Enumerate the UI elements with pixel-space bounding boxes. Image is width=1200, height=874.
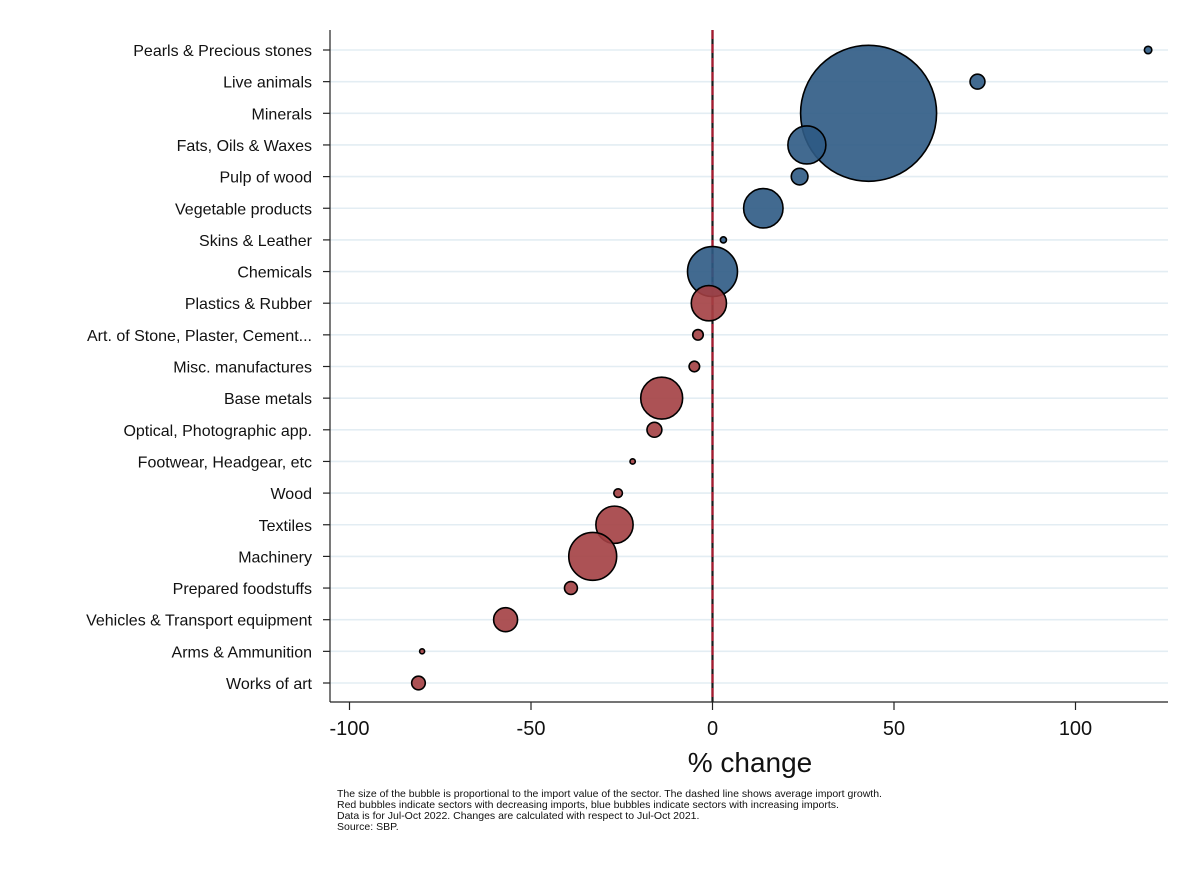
bubble-increasing: [790, 167, 809, 186]
category-label: Fats, Oils & Waxes: [177, 138, 312, 155]
category-label: Arms & Ammunition: [172, 644, 312, 661]
category-label: Minerals: [252, 106, 312, 123]
category-label: Misc. manufactures: [173, 360, 312, 377]
note-line-2: Red bubbles indicate sectors with decrea…: [337, 799, 839, 811]
gridlines: [330, 49, 1168, 684]
category-label: Footwear, Headgear, etc: [138, 454, 312, 471]
bubbles: [410, 44, 1153, 691]
x-axis-title: % change: [688, 747, 813, 778]
category-label: Art. of Stone, Plaster, Cement...: [87, 328, 312, 345]
bubble-decreasing: [629, 458, 637, 465]
bubble-increasing: [742, 187, 784, 229]
category-label: Plastics & Rubber: [185, 296, 313, 313]
bubble-decreasing: [613, 487, 624, 499]
category-label: Pearls & Precious stones: [133, 43, 312, 60]
bubble-chart: -100 -50 0 50 100 Pearls & Precious stones Li…: [86, 30, 1168, 778]
category-label: Machinery: [238, 549, 312, 566]
x-tick-label: -50: [517, 718, 546, 740]
category-label: Base metals: [224, 391, 312, 408]
bubble-increasing: [969, 73, 986, 90]
bubble-decreasing: [595, 505, 634, 545]
note-line-3: Data is for Jul-Oct 2022. Changes are ca…: [337, 810, 700, 822]
note-line-1: The size of the bubble is proportional t…: [337, 788, 882, 800]
category-label: Vehicles & Transport equipment: [86, 613, 312, 630]
bubble-decreasing: [410, 675, 427, 691]
chart-notes: The size of the bubble is proportional t…: [337, 789, 1177, 833]
category-label: Pulp of wood: [219, 170, 312, 187]
category-labels: Pearls & Precious stones Live animals Mine…: [86, 43, 313, 693]
x-tick-label: -100: [329, 718, 369, 740]
category-label: Live animals: [223, 75, 312, 92]
bubble-decreasing: [690, 284, 728, 322]
category-label: Skins & Leather: [199, 233, 313, 250]
bubble-increasing: [787, 125, 827, 165]
bubble-decreasing: [688, 360, 701, 373]
bubble-decreasing: [639, 376, 684, 420]
category-label: Wood: [270, 486, 312, 503]
category-label: Optical, Photographic app.: [123, 423, 312, 440]
category-label: Works of art: [226, 676, 313, 693]
category-label: Vegetable products: [175, 201, 312, 218]
category-label: Textiles: [259, 518, 312, 535]
bubble-decreasing: [418, 648, 426, 655]
bubble-decreasing: [646, 421, 663, 439]
axes: -100 -50 0 50 100: [323, 30, 1168, 740]
bubble-increasing: [1143, 45, 1153, 55]
bubble-increasing: [719, 236, 728, 244]
bubble-decreasing: [691, 328, 705, 341]
x-tick-label: 50: [883, 718, 905, 740]
category-label: Chemicals: [237, 265, 312, 282]
bubble-decreasing: [492, 606, 519, 633]
bubble-decreasing: [563, 580, 579, 596]
note-line-4: Source: SBP.: [337, 821, 399, 833]
x-tick-label: 100: [1059, 718, 1092, 740]
bubble-decreasing: [567, 531, 618, 582]
bubble-increasing: [799, 44, 938, 183]
x-tick-label: 0: [707, 718, 718, 740]
category-label: Prepared foodstuffs: [173, 581, 312, 598]
